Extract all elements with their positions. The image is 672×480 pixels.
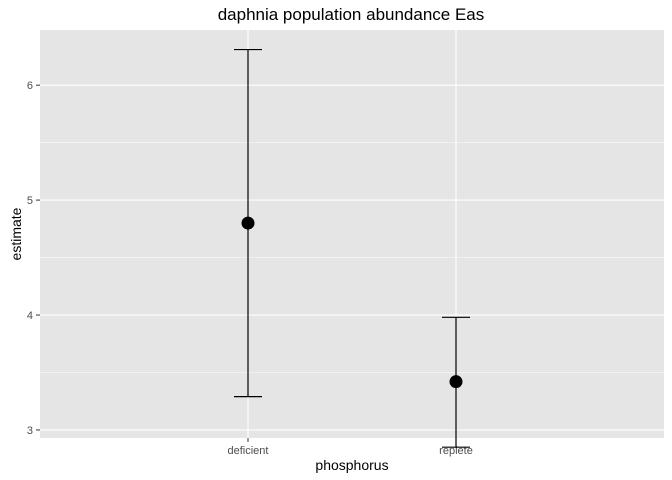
x-axis-label: phosphorus [315, 457, 388, 473]
point-replete [449, 375, 463, 389]
y-tick-label: 6 [27, 80, 33, 92]
y-axis-label: estimate [8, 207, 24, 260]
y-axis-ticks: 3 4 5 6 [27, 80, 40, 437]
plot-panel [40, 30, 664, 438]
data-points [241, 216, 463, 389]
chart-title: daphnia population abundance Eas [218, 5, 485, 24]
minor-gridlines [40, 142, 664, 373]
x-axis-ticks: deficient replete [228, 438, 473, 457]
y-tick-label: 5 [27, 195, 33, 207]
point-deficient [241, 216, 255, 230]
y-tick-label: 3 [27, 425, 33, 437]
x-tick-label: deficient [228, 445, 269, 457]
x-tick-label: replete [439, 445, 473, 457]
y-tick-label: 4 [27, 310, 33, 322]
